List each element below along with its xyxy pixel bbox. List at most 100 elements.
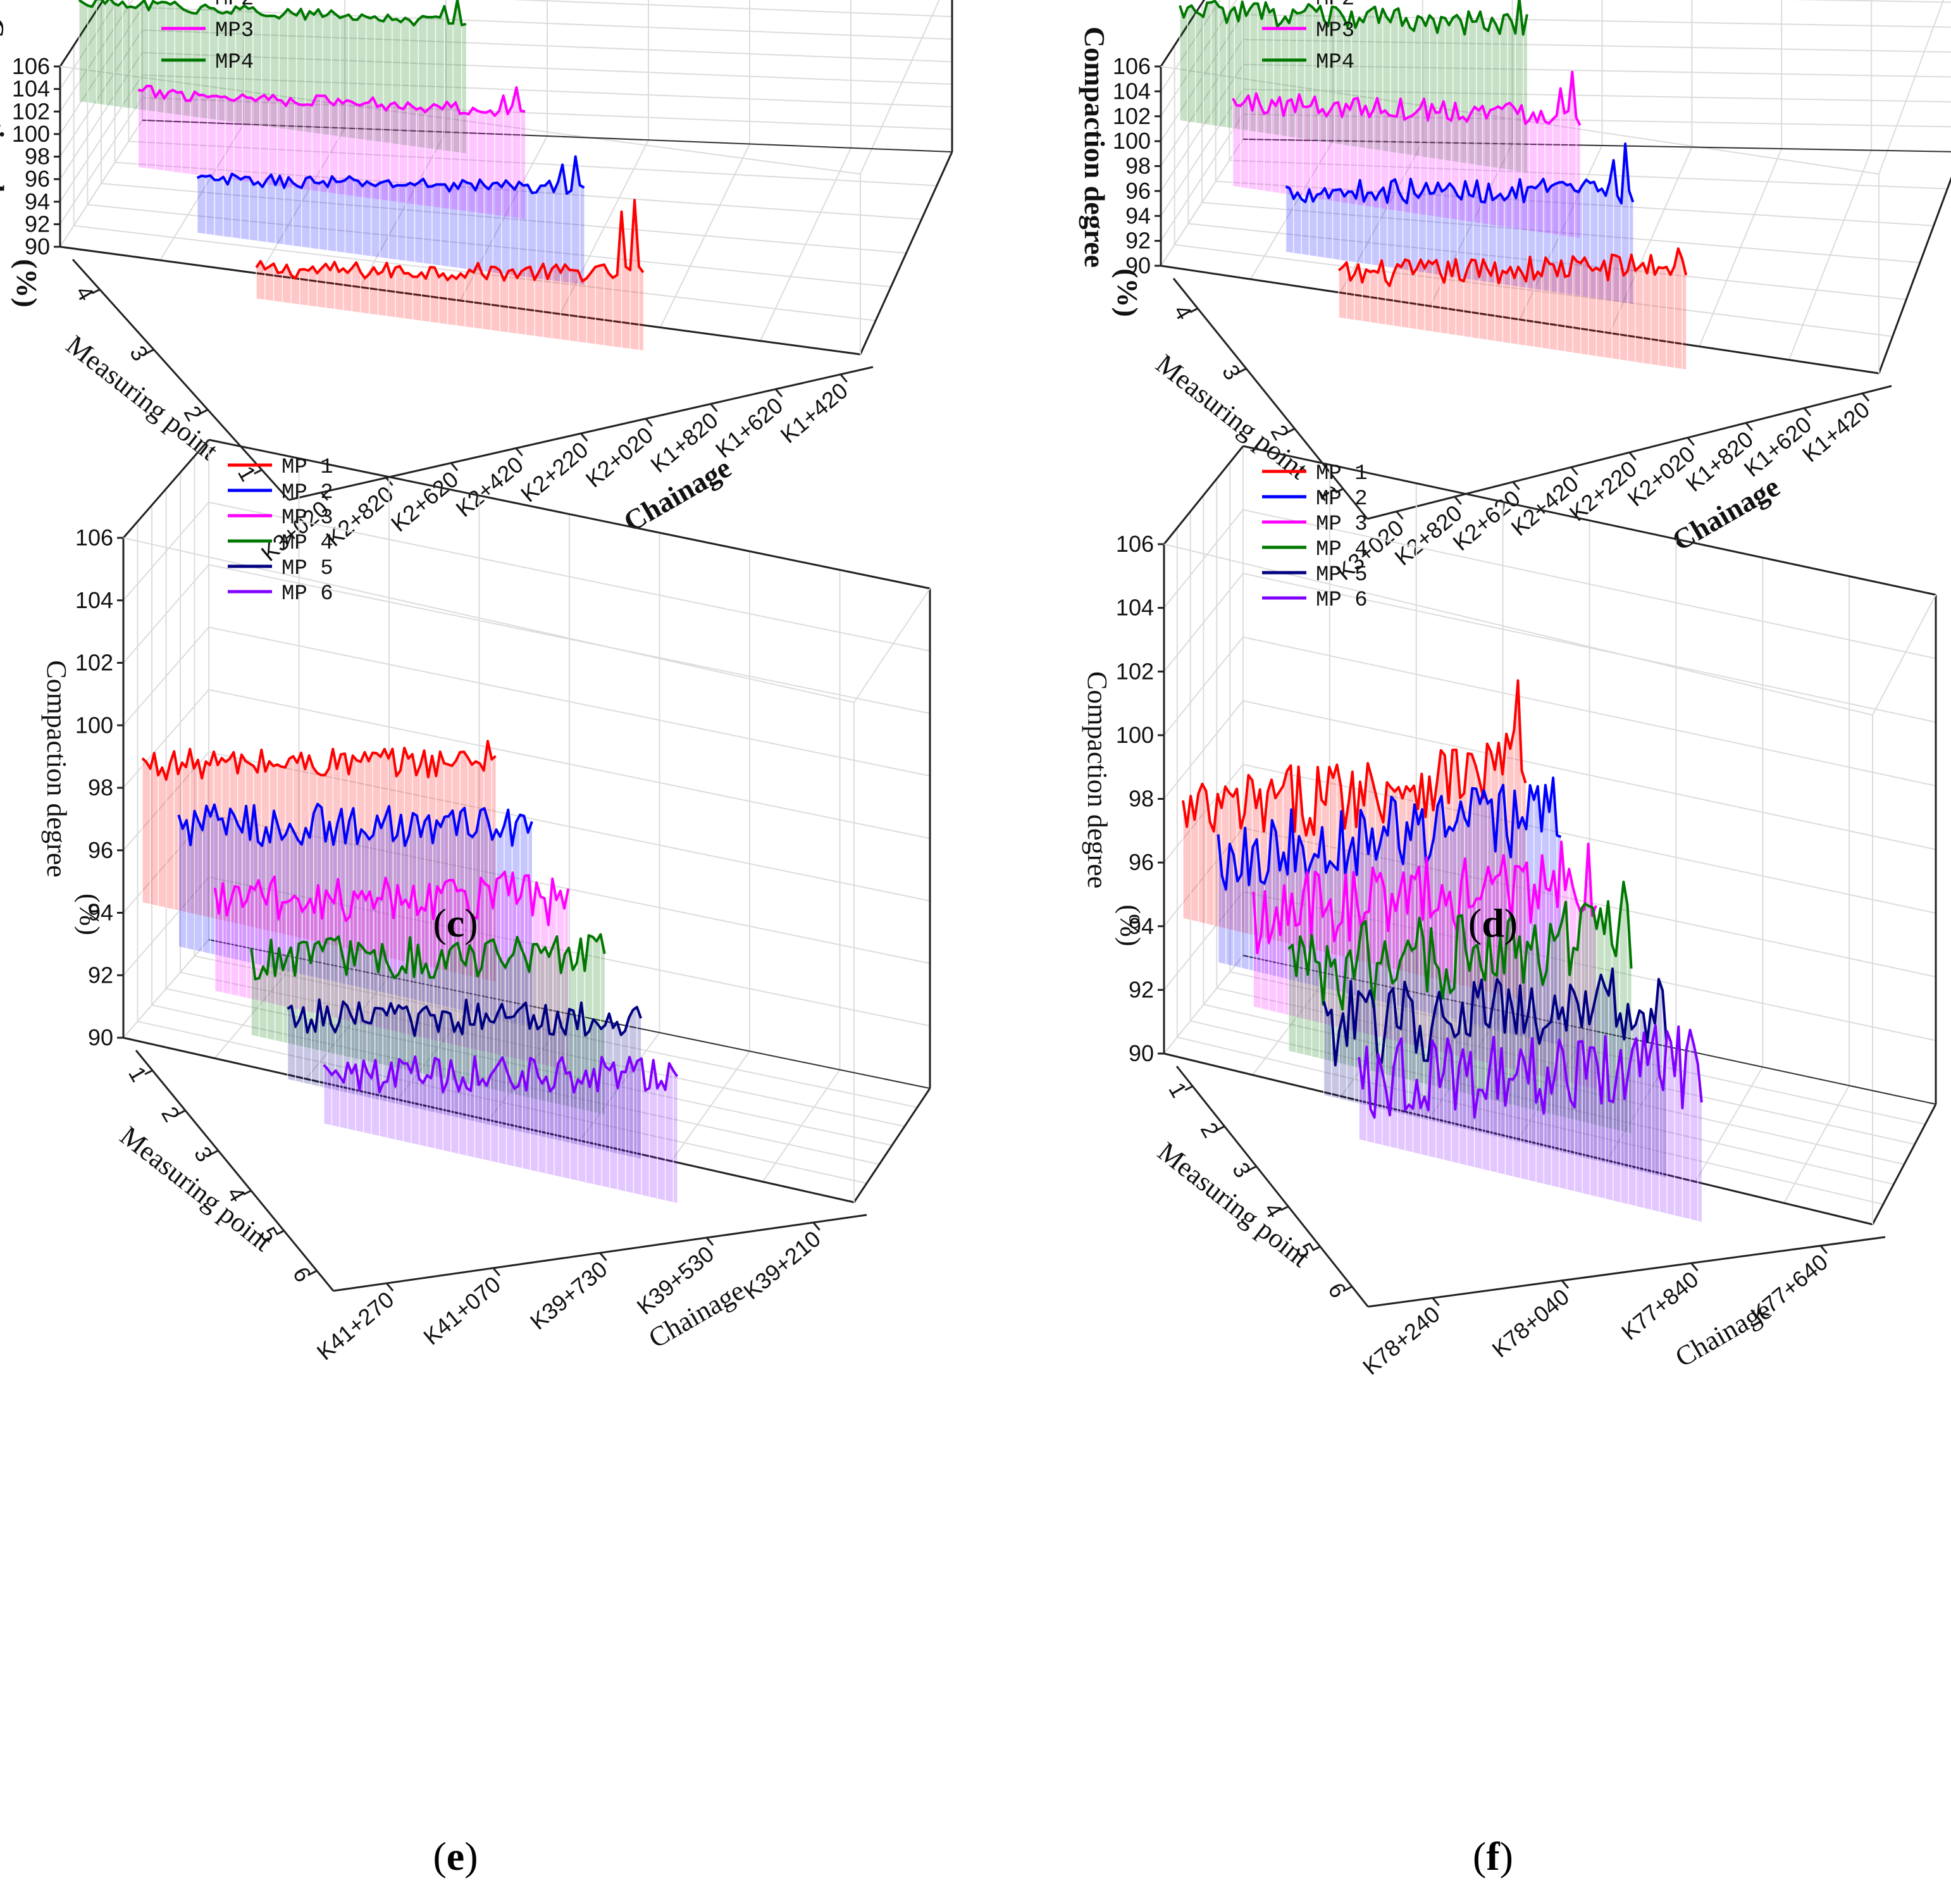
grid-line [101,183,907,254]
frame [59,0,953,356]
measuring-point-axis [1172,278,1368,520]
z-tick-label: 106 [75,525,113,551]
series-line-mp2 [1285,142,1635,205]
frame-edge [859,151,953,355]
series-ribbon [1180,0,1527,173]
series-drop-lines [142,750,493,981]
z-tick-label: 98 [1125,153,1151,179]
z-axis-title: Compaction degree [41,660,72,877]
series-line-mp2 [1217,776,1562,891]
z-tick-label: 104 [1113,78,1151,104]
mp-tick-label: 4 [1168,300,1198,324]
legend-label: MP 6 [282,582,333,606]
series-ribbon [1288,881,1632,1134]
frame-edge [1163,1052,1873,1226]
chainage-tick [492,1267,500,1276]
chainage-tick-label: K41+070 [418,1271,505,1350]
series-line-mp2 [177,802,533,847]
frame-edge [1871,1104,1937,1225]
series-drop-lines [1338,257,1683,369]
frame-edge [853,1088,931,1203]
z-axis-unit: (%) [1112,268,1144,317]
z-tick-label: 94 [1129,913,1154,939]
legend: MP 1MP 2MP 3MP 4MP 5MP 6 [228,456,333,606]
chainage-tick [1454,496,1462,505]
measuring-point-axis [71,258,290,501]
z-tick-label: 90 [1125,252,1151,278]
frame-edge [123,537,855,703]
chainage-tick [812,1222,821,1231]
mp-tick [210,1149,219,1155]
chainage-tick [515,447,523,457]
floor-edge [1242,139,1951,152]
z-tick-label: 96 [1125,178,1151,204]
z-tick-label: 98 [1129,786,1154,812]
chainage-ticks: K1+420K1+620K1+820K2+020K2+220K2+420K2+6… [256,366,874,566]
legend-label: MP 1 [1316,462,1368,486]
mp-tick [309,1269,318,1276]
grid [59,0,953,355]
mp-tick [146,349,154,354]
z-axis-unit: (%) [11,259,43,308]
series-ribbon [178,804,532,1026]
z-tick-label: 106 [1116,531,1154,557]
z-tick-label: 92 [88,962,113,988]
series-drop-lines [251,936,602,1114]
chainage-axis [1368,1236,1886,1308]
series-group [78,0,645,351]
mp-tick [1238,368,1247,373]
panel-label-d: (d) [1468,900,1518,945]
mp-tick-label: 2 [1196,1118,1225,1142]
z-tick-label: 104 [75,587,113,613]
frame-edge [208,439,931,590]
mp-tick [1280,1205,1289,1212]
grid-line [180,971,905,1127]
chainage-tick [1396,511,1404,520]
panel-label-c: (c) [433,900,478,945]
mp-tick-label: 3 [1227,1158,1256,1182]
z-tick-label: 90 [25,233,50,259]
mp-tick [92,289,101,294]
mp-tick-label: 1 [123,1062,152,1086]
chainage-tick-label: K1+420 [776,377,853,448]
chainage-ticks: K1+420K1+620K1+820K2+020K2+220K2+420K2+6… [1331,385,1892,585]
z-tick-label: 104 [1116,595,1154,621]
grid-line [87,204,891,288]
z-axis-title: Compaction degree [0,17,10,258]
series-line-mp3 [1252,840,1597,954]
measuring-point-axis-title: Measuring point [1152,1136,1315,1273]
grid-line [1229,159,1948,190]
grid-line [151,1004,880,1165]
z-tick-label: 102 [1113,103,1151,129]
series-line-mp1 [255,199,645,283]
mp-tick [1312,1245,1321,1252]
series-line-mp5 [287,998,642,1037]
series-group [1182,679,1703,1222]
chainage-tick [1570,466,1578,476]
mp-tick [1335,488,1344,494]
chainage-tick [1512,481,1520,490]
frame-edge [1878,0,1945,175]
series-line-mp2 [196,155,585,195]
z-tick-label: 96 [1129,849,1154,875]
z-tick-label: 90 [1129,1040,1154,1066]
chainage-axis-title: Chainage [1666,470,1785,557]
z-tick-label: 104 [12,76,50,102]
grid-line [73,225,876,321]
frame-edge [1160,66,1880,175]
legend-label: MP 3 [1316,513,1368,537]
series-line-mp1 [141,740,497,781]
frame-edge [1242,445,1936,596]
z-tick-label: 102 [12,98,50,124]
legend-label: MP 5 [1316,563,1368,587]
series-drop-lines [137,88,521,219]
series-drop-lines [256,214,640,350]
mp-tick [1216,1125,1225,1131]
mp-tick [276,1229,285,1236]
